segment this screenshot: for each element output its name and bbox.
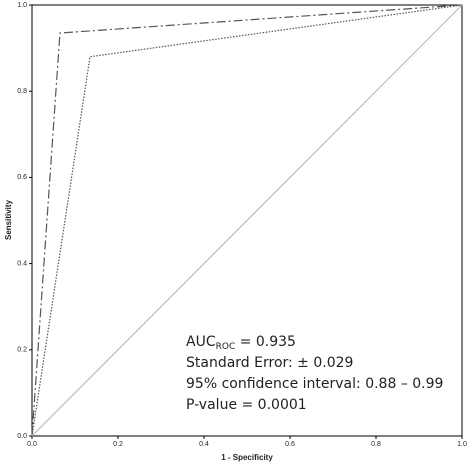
annotation-line: P-value = 0.0001 bbox=[186, 397, 307, 413]
x-tick-label: 0.2 bbox=[113, 441, 123, 448]
y-tick-label: 0.4 bbox=[17, 260, 27, 267]
auc-text: AUC bbox=[186, 334, 216, 350]
y-tick-label: 0.0 bbox=[17, 433, 27, 440]
plot-frame bbox=[31, 4, 463, 437]
y-tick-label: 0.8 bbox=[17, 88, 27, 95]
x-axis-label: 1 - Specificity bbox=[221, 453, 273, 462]
auc-annotation: AUCROC = 0.935 bbox=[186, 334, 296, 352]
y-tick-label: 0.6 bbox=[17, 174, 27, 181]
y-axis-label: Sensitivity bbox=[4, 199, 13, 240]
roc-line bbox=[31, 4, 463, 437]
roc-line bbox=[31, 4, 463, 437]
y-tick-label: 1.0 bbox=[17, 2, 27, 9]
auc-subscript: ROC bbox=[216, 342, 236, 352]
x-tick-label: 0.4 bbox=[199, 441, 209, 448]
x-tick-label: 1.0 bbox=[457, 441, 467, 448]
y-tick-label: 0.2 bbox=[17, 347, 27, 354]
annotation-line: 95% confidence interval: 0.88 – 0.99 bbox=[186, 376, 443, 392]
auc-value: = 0.935 bbox=[235, 334, 296, 350]
roc-line bbox=[31, 4, 463, 437]
x-tick-label: 0.0 bbox=[27, 441, 37, 448]
annotation-line: Standard Error: ± 0.029 bbox=[186, 355, 353, 371]
x-tick-label: 0.6 bbox=[285, 441, 295, 448]
x-tick-label: 0.8 bbox=[371, 441, 381, 448]
